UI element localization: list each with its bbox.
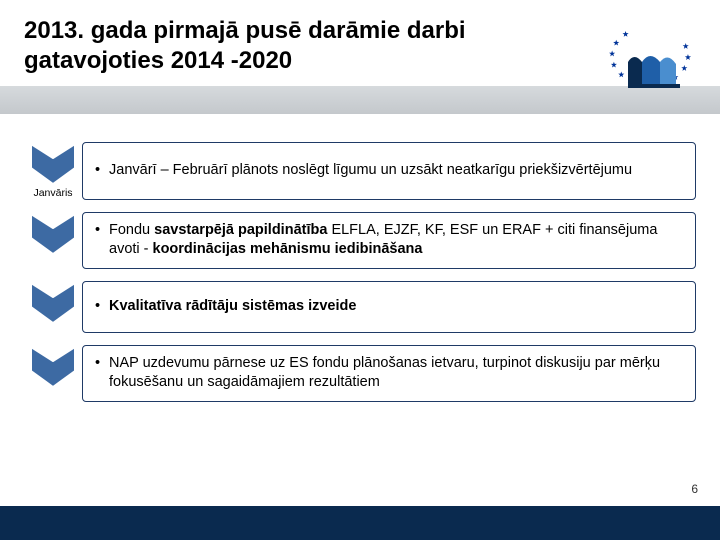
list-row: Kvalitatīva rādītāju sistēmas izveide [24, 281, 696, 333]
chevron-down-icon: Janvāris [24, 142, 82, 200]
info-box: Janvārī – Februārī plānots noslēgt līgum… [82, 142, 696, 200]
list-row: Fondu savstarpējā papildinātība ELFLA, E… [24, 212, 696, 269]
page-number: 6 [691, 482, 698, 496]
content-area: Janvāris Janvārī – Februārī plānots noslē… [0, 114, 720, 402]
bullet-text: Fondu savstarpējā papildinātība ELFLA, E… [95, 221, 683, 260]
list-row: NAP uzdevumu pārnese uz ES fondu plānoša… [24, 345, 696, 402]
eu-fm-logo [600, 18, 692, 101]
bullet-text: Janvārī – Februārī plānots noslēgt līgum… [95, 161, 632, 181]
arrow-label: Janvāris [33, 188, 72, 200]
chevron-down-icon [24, 212, 82, 269]
list-row: Janvāris Janvārī – Februārī plānots noslē… [24, 142, 696, 200]
header: 2013. gada pirmajā pusē darāmie darbi ga… [0, 0, 720, 86]
bullet-text: NAP uzdevumu pārnese uz ES fondu plānoša… [95, 354, 683, 393]
page-title: 2013. gada pirmajā pusē darāmie darbi ga… [24, 16, 544, 76]
chevron-down-icon [24, 281, 82, 333]
footer-bar [0, 506, 720, 540]
bullet-text: Kvalitatīva rādītāju sistēmas izveide [95, 297, 356, 317]
chevron-down-icon [24, 345, 82, 402]
info-box: Fondu savstarpējā papildinātība ELFLA, E… [82, 212, 696, 269]
info-box: Kvalitatīva rādītāju sistēmas izveide [82, 281, 696, 333]
info-box: NAP uzdevumu pārnese uz ES fondu plānoša… [82, 345, 696, 402]
